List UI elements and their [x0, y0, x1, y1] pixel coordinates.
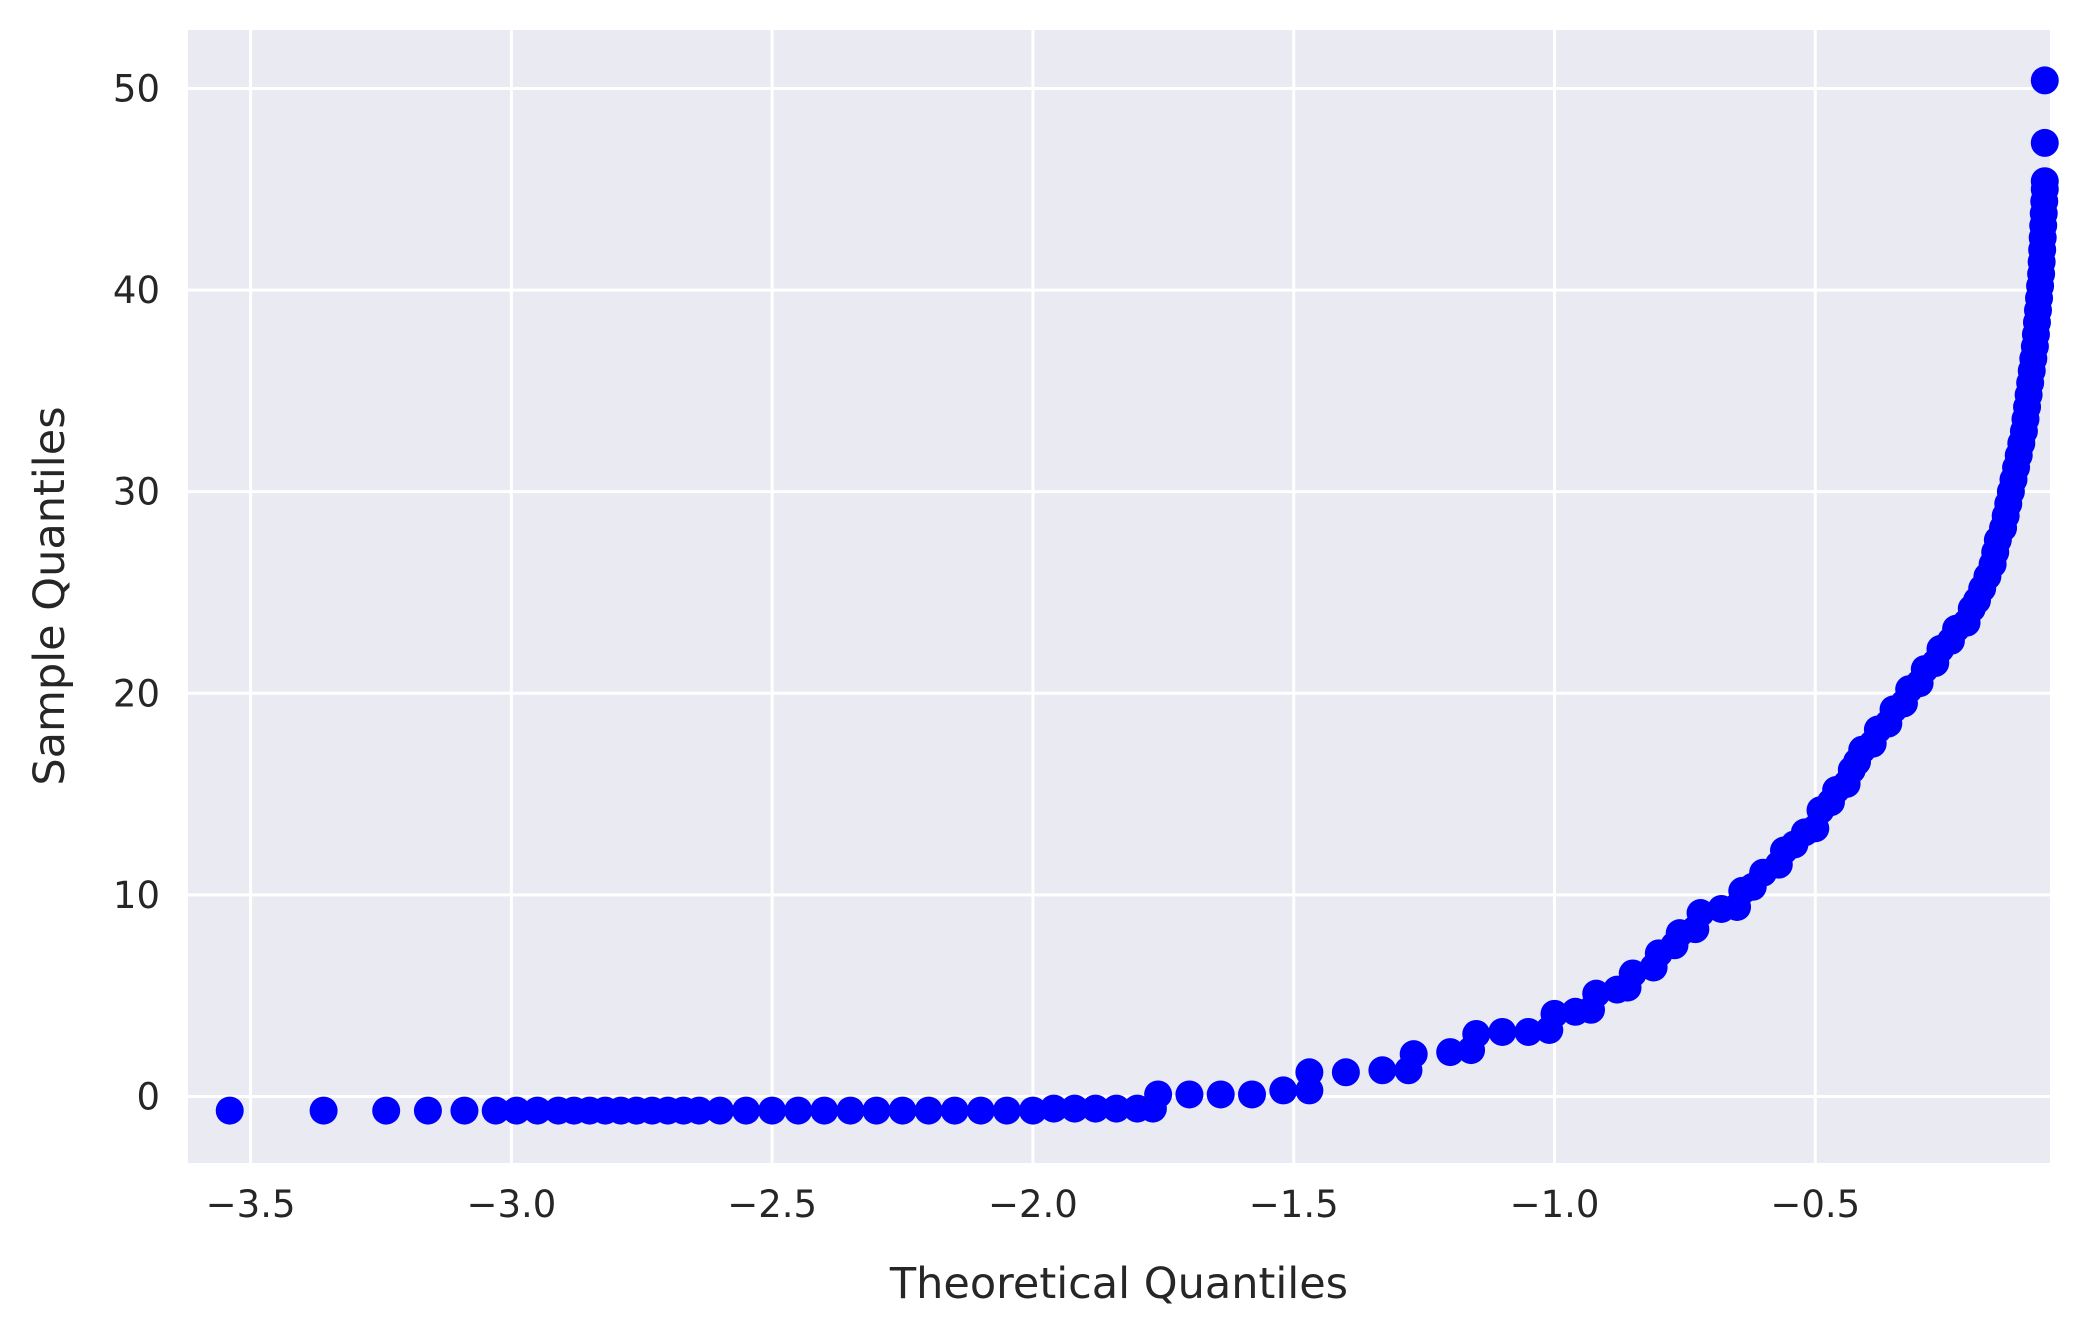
- data-point: [1144, 1080, 1173, 1109]
- data-point: [1462, 1019, 1491, 1048]
- x-tick-label: −1.0: [1510, 1183, 1600, 1226]
- y-tick-label: 0: [136, 1075, 160, 1118]
- x-axis-label: Theoretical Quantiles: [889, 1259, 1348, 1309]
- data-point: [372, 1096, 401, 1125]
- plot-area: [188, 30, 2050, 1163]
- data-point: [888, 1096, 917, 1125]
- x-tick-label: −1.5: [1249, 1183, 1339, 1226]
- y-tick-label: 20: [113, 672, 160, 715]
- data-point: [1368, 1056, 1397, 1085]
- data-point: [784, 1096, 813, 1125]
- x-tick-label: −3.0: [466, 1183, 556, 1226]
- data-point: [706, 1096, 734, 1125]
- data-point: [481, 1096, 510, 1125]
- y-tick-label: 50: [113, 67, 160, 110]
- data-point: [2030, 128, 2059, 157]
- y-tick-label: 40: [113, 269, 160, 312]
- data-point: [1582, 979, 1611, 1008]
- data-point: [413, 1096, 442, 1125]
- data-point: [966, 1096, 995, 1125]
- data-point: [940, 1096, 969, 1125]
- x-tick-label: −2.5: [727, 1183, 817, 1226]
- data-point: [1514, 1017, 1543, 1046]
- y-tick-label: 10: [113, 874, 160, 917]
- y-tick-label: 30: [113, 471, 160, 514]
- x-axis-ticks: −3.5 −3.0 −2.5 −2.0 −1.5 −1.0 −0.5: [206, 1183, 1861, 1226]
- x-tick-label: −2.0: [988, 1183, 1078, 1226]
- data-point: [1331, 1058, 1360, 1087]
- data-point: [450, 1096, 479, 1125]
- grid-lines: [188, 30, 2050, 1163]
- data-point: [1399, 1040, 1428, 1069]
- data-point: [1488, 1017, 1517, 1046]
- data-point: [1540, 999, 1569, 1028]
- y-axis-ticks: 0 10 20 30 40 50: [113, 67, 160, 1118]
- data-point: [732, 1096, 761, 1125]
- data-point: [836, 1096, 865, 1125]
- data-point: [1039, 1094, 1068, 1123]
- data-point: [215, 1096, 244, 1125]
- data-point: [1102, 1094, 1131, 1123]
- data-point: [1436, 1038, 1465, 1067]
- data-point: [1206, 1080, 1235, 1109]
- data-point: [1060, 1094, 1089, 1123]
- data-point: [862, 1096, 891, 1125]
- data-point: [685, 1096, 714, 1125]
- data-point: [914, 1096, 943, 1125]
- data-point: [1295, 1058, 1324, 1087]
- data-point: [523, 1096, 552, 1125]
- data-point: [1686, 899, 1715, 928]
- y-axis-label: Sample Quantiles: [25, 406, 75, 785]
- data-point: [992, 1096, 1021, 1125]
- data-points: [215, 66, 2059, 1125]
- data-point: [2030, 167, 2059, 196]
- data-point: [758, 1096, 787, 1125]
- x-tick-label: −3.5: [206, 1183, 296, 1226]
- data-point: [1175, 1080, 1204, 1109]
- data-point: [309, 1096, 338, 1125]
- data-point: [1081, 1094, 1110, 1123]
- data-point: [810, 1096, 839, 1125]
- data-point: [2030, 66, 2059, 95]
- data-point: [1018, 1096, 1047, 1125]
- data-point: [1269, 1076, 1298, 1105]
- x-tick-label: −0.5: [1770, 1183, 1860, 1226]
- data-point: [1238, 1080, 1266, 1109]
- data-point: [502, 1096, 531, 1125]
